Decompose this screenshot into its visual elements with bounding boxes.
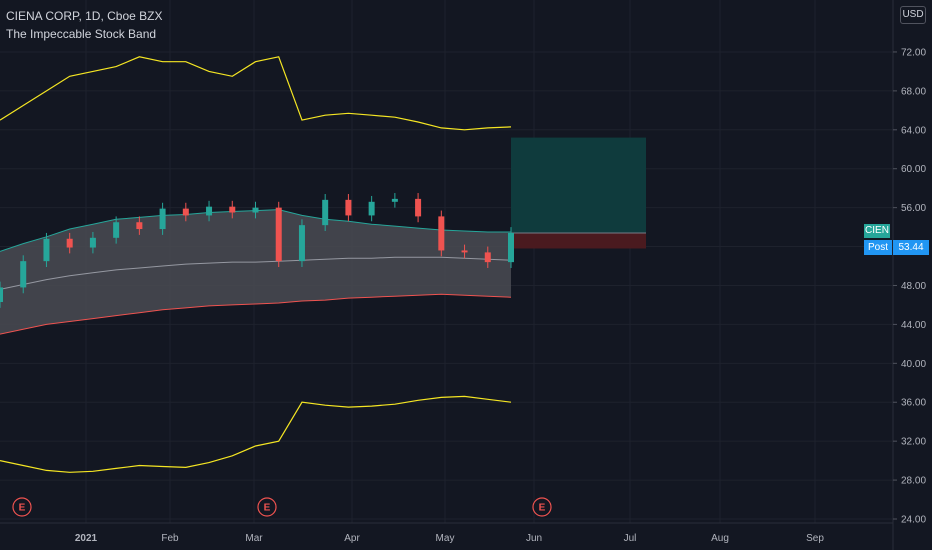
indicator-title: The Impeccable Stock Band [6,27,157,41]
y-tick-label: 72.00 [901,47,926,58]
earnings-event-marker[interactable]: E [12,497,32,517]
y-tick-label: 36.00 [901,398,926,409]
x-tick-label: Feb [161,533,179,544]
candle-body [89,237,96,248]
candle-body [0,287,3,303]
candle-body [252,207,259,213]
candle-body [66,238,73,248]
candle-body [484,252,491,263]
earnings-event-label: E [539,503,546,514]
session-tag: Post [864,240,892,255]
earnings-event-circle [12,497,32,517]
symbol-title: CIENA CORP, 1D, Cboe BZX [6,9,163,23]
outer-upper-band-line [0,56,512,131]
y-tick-label: 44.00 [901,320,926,331]
candle-body [43,238,50,262]
last-price-tag: 53.44 [893,240,929,255]
candle-body [20,261,27,288]
candle-body [159,208,166,230]
candle-body [438,216,445,251]
earnings-event-marker[interactable]: E [532,497,552,517]
x-tick-label: Jun [526,533,542,544]
y-tick-label: 40.00 [901,359,926,370]
candle-body [206,206,213,216]
x-tick-label: Mar [245,533,263,544]
y-tick-label: 48.00 [901,281,926,292]
outer-lower-band-line [0,395,512,473]
ticker-price-tag: CIEN [864,224,890,238]
x-tick-label: Jul [624,533,637,544]
candle-body [345,199,352,216]
earnings-event-circle [257,497,277,517]
y-tick-label: 64.00 [901,125,926,136]
candle-body [298,225,305,262]
candlestick-series [0,193,514,308]
y-tick-label: 60.00 [901,164,926,175]
candle-body [136,222,143,230]
middle-band-line [0,256,512,290]
candle-body [368,201,375,216]
earnings-event-marker[interactable]: E [257,497,277,517]
x-tick-label: Apr [344,533,360,544]
candle-body [415,198,422,217]
candle-body [229,206,236,213]
earnings-event-label: E [264,503,271,514]
x-tick-label: Aug [711,533,729,544]
x-tick-label: Sep [806,533,824,544]
candle-body [182,208,189,216]
candle-body [508,232,514,263]
candle-body [322,199,329,226]
y-tick-label: 32.00 [901,437,926,448]
x-tick-label: 2021 [75,533,98,544]
time-axis: 2021 Feb Mar Apr May Jun Jul Aug Sep [75,533,824,544]
y-tick-label: 68.00 [901,86,926,97]
candle-body [461,250,468,253]
candle-body [113,222,120,238]
earnings-event-label: E [19,503,26,514]
inner-band-fill [0,209,511,335]
candle-body [275,207,282,262]
indicator-bands [0,56,512,473]
y-tick-label: 24.00 [901,515,926,526]
inner-lower-band-line [0,293,512,335]
y-tick-label: 56.00 [901,203,926,214]
y-tick-label: 28.00 [901,476,926,487]
earnings-event-circle [532,497,552,517]
long-position-tool [511,137,646,249]
currency-button[interactable]: USD [900,6,926,24]
profit-target-zone[interactable] [511,137,646,233]
candle-body [391,198,398,202]
chart-legend: CIENA CORP, 1D, Cboe BZX The Impeccable … [6,7,163,43]
x-tick-label: May [436,533,455,544]
stop-loss-zone[interactable] [511,232,646,249]
